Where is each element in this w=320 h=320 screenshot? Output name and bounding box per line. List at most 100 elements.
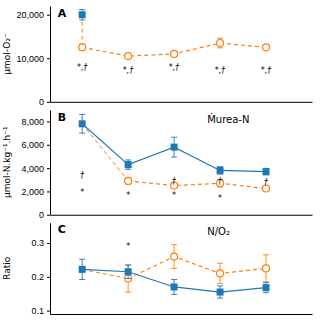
error-bar [125, 265, 131, 292]
error-bar [263, 168, 269, 175]
y-tick-mark [47, 15, 50, 16]
annotation: *,† [77, 63, 89, 72]
point [125, 177, 132, 184]
y-tick-mark [47, 277, 50, 278]
plot-area [79, 245, 270, 298]
point [79, 266, 86, 273]
annotation: * [218, 194, 222, 203]
y-tick-mark [47, 58, 50, 59]
y-tick-mark [47, 311, 50, 312]
y-tick: 8,000 [21, 117, 50, 127]
series-line [128, 181, 266, 189]
error-bar [171, 245, 177, 269]
chart: 010,00020,000μmol-O₂⁻*,†*,†*,†*,†*,†A02,… [0, 0, 320, 320]
point [217, 40, 224, 47]
error-bar [125, 265, 131, 279]
error-bar [79, 114, 85, 133]
point [171, 253, 178, 260]
y-tick-mark [47, 243, 50, 244]
y-tick-label: 6,000 [21, 140, 44, 150]
y-tick-mark [47, 102, 50, 103]
y-axis-title: μmol-N.kg⁻¹.h⁻¹ [2, 126, 12, 198]
error-bar [217, 38, 223, 48]
subtitle: Ṁurea-N [207, 113, 249, 125]
y-axis-line [50, 110, 51, 215]
y-tick: 4,000 [21, 163, 50, 173]
point [217, 289, 224, 296]
x-axis-line [51, 314, 313, 315]
x-axis [51, 215, 313, 216]
y-axis: 0 2,000 4,000 6,000 8,000 [21, 110, 50, 220]
y-tick-label: 8,000 [21, 117, 44, 127]
y-tick: 20,000 [16, 10, 50, 20]
error-bar [263, 283, 269, 293]
point [217, 167, 224, 174]
y-tick: 0.2 [31, 272, 50, 282]
y-axis: 0.1 0.2 0.3 [31, 223, 50, 316]
y-tick: 0 [39, 210, 50, 220]
y-tick-label: 4,000 [21, 163, 44, 173]
panel: 0.10.20.3Ratio*CN/O₂ [2, 223, 313, 316]
point [263, 168, 270, 175]
error-bar [263, 255, 269, 282]
panel: 010,00020,000μmol-O₂⁻*,†*,†*,†*,†*,†A [2, 7, 313, 108]
subtitle: N/O₂ [207, 226, 230, 237]
y-tick-label: 10,000 [16, 54, 44, 64]
annotation: * [126, 242, 130, 251]
x-axis [51, 102, 313, 103]
annotation: † [264, 178, 269, 187]
y-tick-mark [47, 191, 50, 192]
y-tick-mark [47, 168, 50, 169]
annotation: † [172, 177, 177, 186]
error-bar [125, 178, 131, 185]
annotation: * [172, 191, 176, 200]
y-axis-line [50, 223, 51, 314]
series [125, 245, 270, 292]
y-tick-mark [47, 145, 50, 146]
point [125, 53, 132, 60]
connector-line [82, 124, 128, 181]
series [79, 38, 270, 59]
point [171, 50, 178, 57]
title: A [58, 7, 67, 20]
y-tick-label: 0.2 [31, 272, 44, 282]
y-tick-mark [47, 121, 50, 122]
y-tick-label: 0 [39, 97, 44, 107]
error-bar [171, 137, 177, 157]
title: C [58, 223, 66, 236]
x-axis-line [51, 215, 313, 216]
plot-area [79, 9, 270, 59]
series [79, 9, 86, 19]
y-tick: 0.3 [31, 238, 50, 248]
series [125, 177, 270, 192]
plot-area [79, 114, 270, 192]
x-axis-line [51, 102, 313, 103]
x-axis [51, 314, 313, 315]
y-tick-label: 20,000 [16, 10, 44, 20]
annotation: *,† [261, 66, 273, 75]
y-tick-label: 0.1 [31, 306, 44, 316]
y-tick-label: 0.3 [31, 238, 44, 248]
title: B [58, 111, 66, 124]
y-axis-title: μmol-O₂⁻ [2, 33, 12, 75]
error-bar [217, 263, 223, 283]
error-bar [217, 167, 223, 174]
series-line [128, 257, 266, 279]
error-bar [171, 280, 177, 295]
y-tick: 6,000 [21, 140, 50, 150]
annotation: *,† [123, 66, 135, 75]
error-bar [79, 44, 85, 50]
error-bar [79, 9, 85, 19]
point [263, 44, 270, 51]
y-axis: 0 10,000 20,000 [16, 7, 50, 108]
point [79, 120, 86, 127]
point [263, 284, 270, 291]
annotation: † [80, 171, 85, 180]
y-tick-label: 0 [39, 210, 44, 220]
y-tick-mark [47, 215, 50, 216]
annotation: † [218, 177, 223, 186]
error-bar [125, 53, 131, 58]
annotation: * [126, 191, 130, 200]
y-tick: 2,000 [21, 187, 50, 197]
y-tick-label: 2,000 [21, 187, 44, 197]
